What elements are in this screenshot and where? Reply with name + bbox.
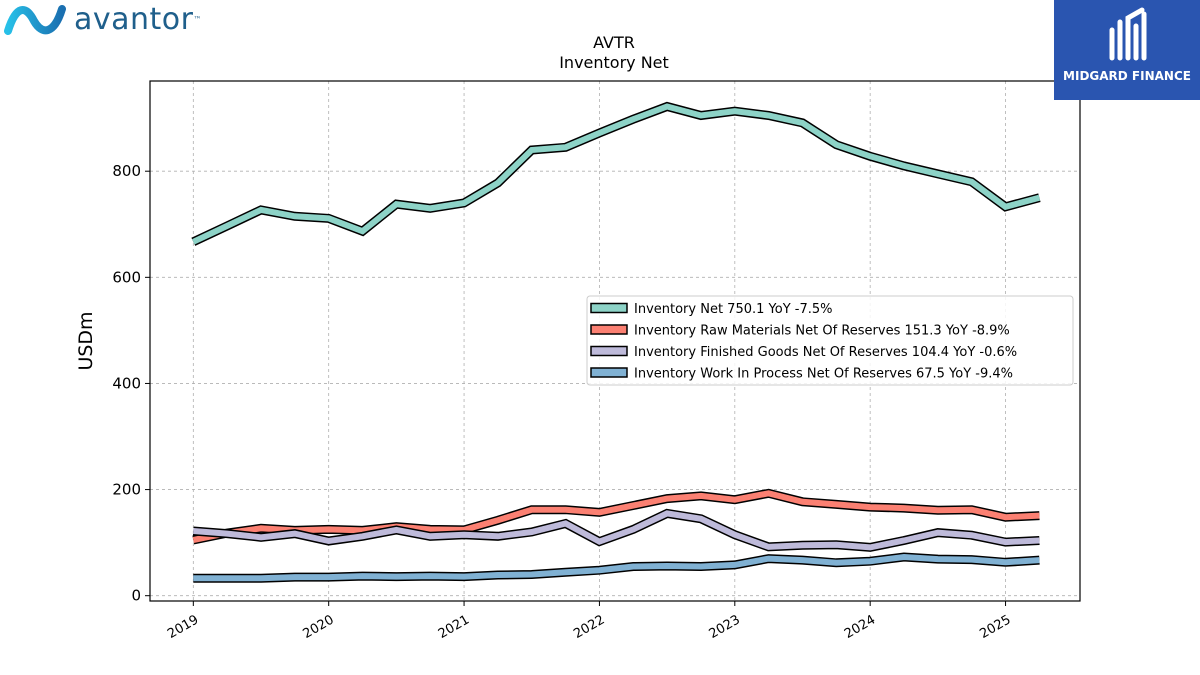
badge-name: MIDGARD FINANCE (1063, 69, 1191, 83)
x-tick-label: 2022 (571, 612, 607, 642)
y-axis-label: USDm (75, 311, 97, 370)
chart-title: AVTR (593, 33, 635, 52)
series-lines (191, 101, 1041, 583)
y-ticks: 0 200 400 600 800 (112, 162, 150, 605)
x-tick-label: 2019 (165, 612, 201, 642)
legend-label: Inventory Net 750.1 YoY -7.5% (634, 302, 833, 317)
series-line (193, 510, 1040, 551)
x-tick-label: 2021 (436, 612, 472, 642)
legend-swatch (590, 302, 628, 314)
series-line (192, 103, 1041, 245)
series-line (193, 553, 1040, 582)
x-tick-label: 2023 (707, 612, 743, 642)
legend-label: Inventory Finished Goods Net Of Reserves… (634, 345, 1017, 360)
legend: Inventory Net 750.1 YoY -7.5% Inventory R… (586, 295, 1074, 386)
midgard-finance-badge: MIDGARD FINANCE (1054, 0, 1200, 100)
x-tick-label: 2025 (977, 612, 1013, 642)
x-tick-label: 2024 (842, 612, 878, 642)
avantor-logo: avantor ™ (4, 2, 202, 37)
legend-box (586, 295, 1074, 386)
legend-label: Inventory Work In Process Net Of Reserve… (634, 367, 1013, 382)
y-tick-label: 400 (112, 374, 141, 392)
legend-swatch (590, 367, 628, 378)
x-ticks: 2019 2020 2021 2022 2023 2024 2025 (165, 601, 1014, 642)
brand-tm: ™ (193, 15, 202, 24)
chart-subtitle: Inventory Net (559, 53, 669, 72)
plot-frame (149, 80, 1081, 602)
legend-swatch (590, 324, 628, 335)
y-tick-label: 600 (112, 268, 141, 286)
avantor-wave-icon (4, 4, 66, 35)
y-tick-label: 200 (112, 481, 141, 499)
series-line (192, 490, 1040, 543)
legend-label: Inventory Raw Materials Net Of Reserves … (634, 324, 1010, 339)
legend-swatch (590, 345, 628, 357)
midgard-logo-icon (1109, 7, 1147, 61)
y-tick-label: 0 (131, 587, 141, 605)
x-tick-label: 2020 (301, 612, 337, 642)
y-tick-label: 800 (112, 162, 141, 180)
brand-name: avantor (74, 2, 194, 37)
